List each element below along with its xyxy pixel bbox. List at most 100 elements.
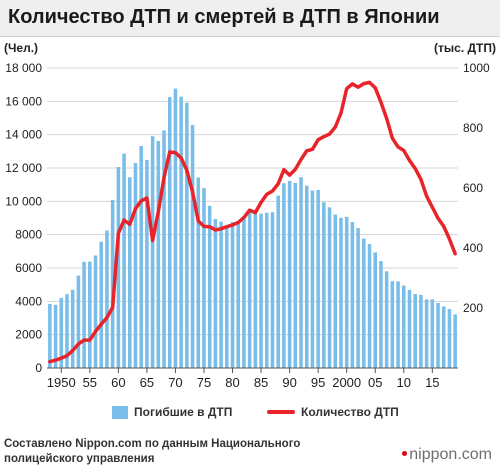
line-point xyxy=(168,151,171,153)
bar xyxy=(276,195,280,368)
legend-line-label: Количество ДТП xyxy=(301,405,399,419)
bar xyxy=(122,153,126,368)
bar xyxy=(413,294,417,368)
line-point xyxy=(431,206,434,209)
line-point xyxy=(317,138,320,141)
bar xyxy=(139,146,143,368)
bar xyxy=(162,130,166,368)
line-point xyxy=(294,168,297,171)
line-point xyxy=(414,167,417,170)
line-point xyxy=(100,323,103,326)
line-point xyxy=(134,207,137,210)
line-point xyxy=(437,217,439,220)
line-point xyxy=(345,87,348,90)
x-tick-label: 15 xyxy=(425,375,439,390)
line-point xyxy=(145,197,148,199)
line-point xyxy=(265,193,268,196)
bar xyxy=(76,275,81,368)
line-point xyxy=(140,200,143,202)
bar xyxy=(453,314,457,368)
source-line-2: полицейского управления xyxy=(4,453,155,465)
legend-item-bars: Погибшие в ДТП xyxy=(112,404,232,420)
line-point xyxy=(288,174,291,177)
line-point xyxy=(83,339,86,341)
line-point xyxy=(106,316,108,319)
bar xyxy=(373,252,377,368)
line-point xyxy=(260,201,262,204)
line-point xyxy=(271,190,274,192)
y-tick-label-left: 16 000 xyxy=(5,94,42,108)
line-point xyxy=(180,157,183,159)
bar xyxy=(310,190,315,368)
bar xyxy=(390,281,395,368)
line-point xyxy=(305,149,308,152)
axes: 0 2000 4000 6000 8000 10 000 12 000 14 000 16 00… xyxy=(5,61,490,390)
line-series xyxy=(48,80,457,364)
line-point xyxy=(208,225,211,228)
line-point xyxy=(60,357,63,359)
y-tick-label-left: 8000 xyxy=(15,228,42,242)
line-point xyxy=(448,238,451,240)
line-point xyxy=(368,81,371,84)
x-tick-label: 85 xyxy=(254,375,268,390)
bar xyxy=(327,207,332,368)
legend-line-swatch xyxy=(267,410,295,414)
line-point xyxy=(225,225,228,228)
line-point xyxy=(88,339,91,341)
bar xyxy=(293,182,298,368)
legend-item-line: Количество ДТП xyxy=(267,404,399,420)
bar xyxy=(173,88,178,368)
bar xyxy=(436,302,440,368)
bar xyxy=(407,289,412,368)
legend: Погибшие в ДТП Количество ДТП xyxy=(0,404,500,420)
bar xyxy=(316,189,320,368)
line-point xyxy=(328,133,331,135)
y-tick-label-left: 14 000 xyxy=(5,128,42,142)
line-point xyxy=(397,146,399,148)
bar xyxy=(105,230,109,368)
line-point xyxy=(322,135,325,138)
source-line-1: Составлено Nippon.com по данным Национал… xyxy=(4,438,301,450)
bar xyxy=(88,261,92,368)
bar xyxy=(270,212,275,368)
y-tick-label-left: 4000 xyxy=(15,294,42,308)
chart-plot: 0 2000 4000 6000 8000 10 000 12 000 14 000 16 00… xyxy=(5,61,490,390)
bar xyxy=(396,281,400,368)
left-axis-unit: (Чел.) xyxy=(4,41,39,55)
line-point xyxy=(77,343,80,345)
bar xyxy=(99,241,103,368)
bar xyxy=(441,306,446,368)
bar xyxy=(190,125,195,368)
bar xyxy=(282,183,286,368)
bar xyxy=(70,289,75,368)
title-bar: Количество ДТП и смертей в ДТП в Японии xyxy=(0,0,500,37)
y-tick-label-left: 6000 xyxy=(15,261,42,275)
x-tick-label: 90 xyxy=(282,375,296,390)
line-point xyxy=(94,330,97,333)
y-tick-label-left: 10 000 xyxy=(5,194,42,208)
bar xyxy=(59,297,64,368)
logo-text: nippon.com xyxy=(409,446,492,463)
bar xyxy=(304,185,309,368)
y-tick-label-right: 1000 xyxy=(463,61,490,75)
line-point xyxy=(362,82,365,85)
bar xyxy=(333,214,338,368)
x-tick-label: 95 xyxy=(311,375,325,390)
line-point xyxy=(454,252,457,255)
x-tick-label: 2000 xyxy=(332,375,361,390)
x-tick-label: 70 xyxy=(168,375,182,390)
bar xyxy=(402,285,406,368)
source-note: Составлено Nippon.com по данным Национал… xyxy=(4,437,300,467)
bar xyxy=(145,159,149,368)
line-point xyxy=(203,225,205,228)
bar xyxy=(362,238,366,368)
line-point xyxy=(117,232,120,235)
bar xyxy=(350,222,355,368)
accidents-line xyxy=(48,80,457,364)
bar xyxy=(242,216,246,368)
line-point xyxy=(374,86,377,89)
bar xyxy=(167,97,172,369)
bar xyxy=(93,255,98,368)
bar xyxy=(196,177,201,368)
bar xyxy=(110,200,115,368)
